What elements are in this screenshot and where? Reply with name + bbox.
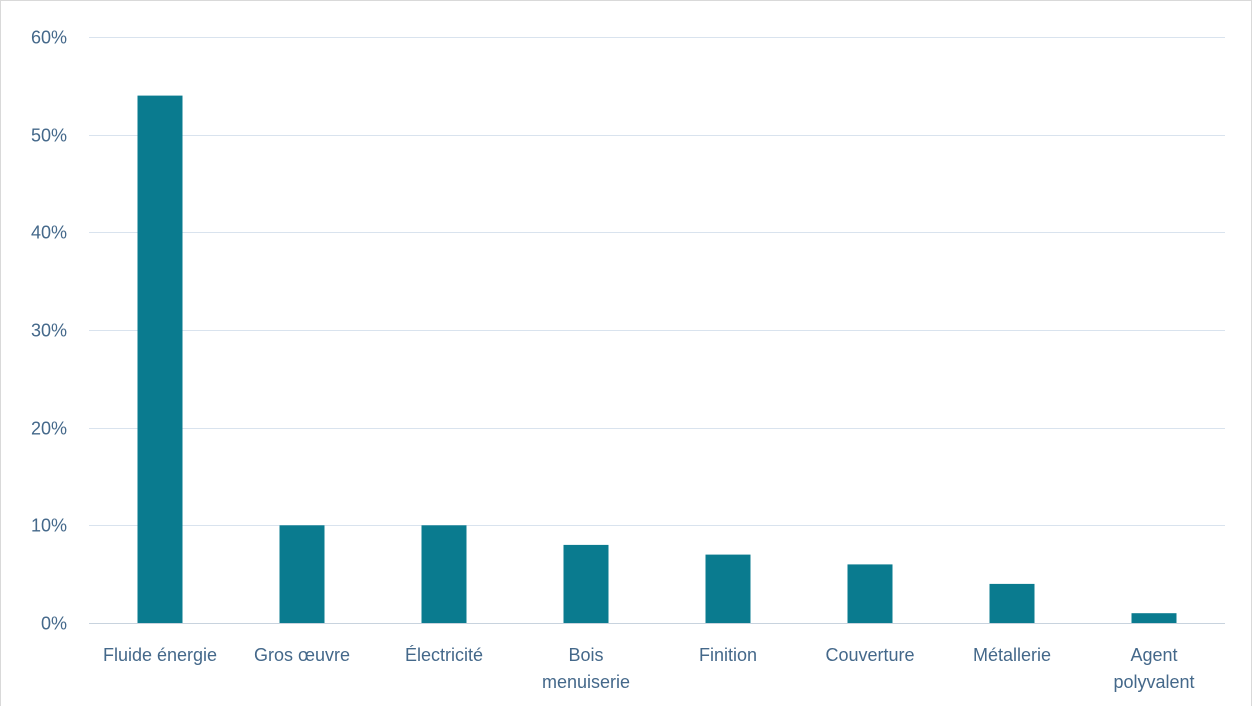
y-tick-label: 60% bbox=[31, 28, 67, 48]
x-category-label: Agent polyvalent bbox=[1113, 645, 1194, 692]
x-category-label-line: Électricité bbox=[405, 645, 483, 665]
x-category-label-line: polyvalent bbox=[1113, 672, 1194, 692]
x-category-label-line: Gros œuvre bbox=[254, 645, 350, 665]
bar bbox=[705, 554, 751, 623]
x-category-label-line: Finition bbox=[699, 645, 757, 665]
x-category-label-line: Couverture bbox=[825, 645, 914, 665]
x-category-label-line: menuiserie bbox=[542, 672, 630, 692]
x-category-label-line: Métallerie bbox=[973, 645, 1051, 665]
x-category-label: Finition bbox=[699, 645, 757, 665]
y-tick-label: 50% bbox=[31, 126, 67, 146]
grid-layer bbox=[89, 37, 1225, 624]
y-tick-label: 40% bbox=[31, 223, 67, 243]
x-axis-category-labels: Fluide énergie Gros œuvre Électricité Bois m… bbox=[103, 645, 1195, 692]
y-tick-label: 30% bbox=[31, 321, 67, 341]
y-axis-tick-labels: 0% 10% 20% 30% 40% 50% 60% bbox=[31, 28, 67, 634]
bar bbox=[279, 525, 325, 623]
y-tick-label: 10% bbox=[31, 516, 67, 536]
x-category-label: Électricité bbox=[405, 645, 483, 665]
x-category-label-line: Fluide énergie bbox=[103, 645, 217, 665]
x-category-label: Bois menuiserie bbox=[542, 645, 630, 692]
y-tick-label: 20% bbox=[31, 419, 67, 439]
bar bbox=[1131, 613, 1177, 623]
x-category-label: Couverture bbox=[825, 645, 914, 665]
x-category-label: Gros œuvre bbox=[254, 645, 350, 665]
bar bbox=[847, 564, 893, 623]
x-category-label: Fluide énergie bbox=[103, 645, 217, 665]
x-category-label-line: Agent bbox=[1130, 645, 1177, 665]
y-tick-label: 0% bbox=[41, 614, 67, 634]
bar bbox=[989, 583, 1035, 623]
bar-layer bbox=[137, 95, 1177, 624]
bar bbox=[137, 95, 183, 624]
bar bbox=[421, 525, 467, 623]
x-category-label: Métallerie bbox=[973, 645, 1051, 665]
bar bbox=[563, 544, 609, 623]
x-category-label-line: Bois bbox=[568, 645, 603, 665]
